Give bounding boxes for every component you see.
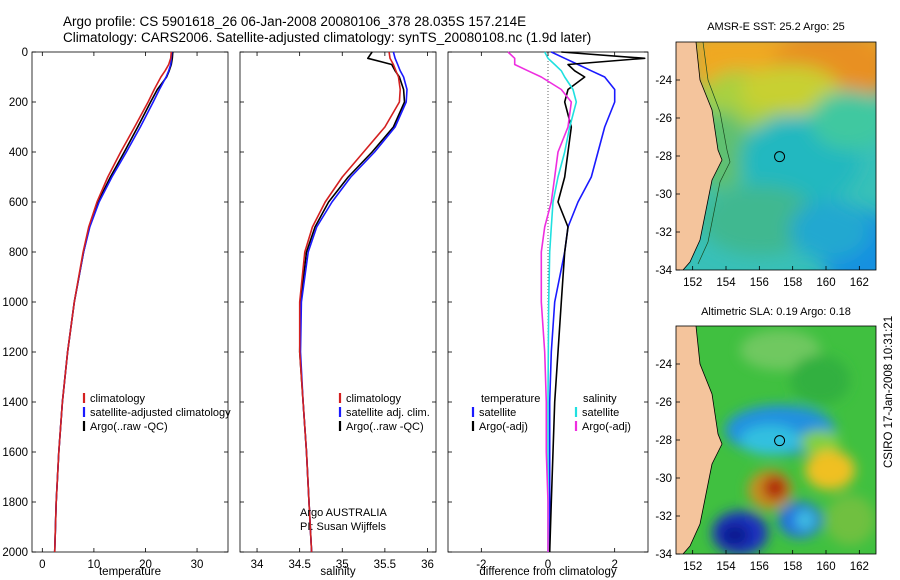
map-x-tick-label: 160 — [816, 561, 835, 573]
x-tick-label: 2 — [611, 559, 617, 571]
legend-entry: satellite adj. clim. — [346, 407, 430, 419]
temperature-profile-frame — [31, 51, 229, 553]
series-line-climatology — [298, 51, 401, 553]
series-line-climatology — [53, 51, 173, 553]
map-x-tick-label: 156 — [750, 561, 769, 573]
legend-entry: Argo(-adj) — [582, 421, 631, 433]
series-line-satellite — [548, 51, 616, 552]
salinity-panel: 34 34.5 35 35.5 36 salinity climatology satelli… — [239, 51, 437, 578]
map-x-tick-label: 154 — [716, 561, 736, 573]
y-tick-label: 800 — [9, 247, 28, 259]
map-y-tick-label: -30 — [655, 473, 672, 485]
argo-position-marker — [774, 151, 786, 163]
map-x-tick-label: 162 — [850, 561, 869, 573]
map-y-tick-label: -32 — [655, 227, 672, 239]
x-tick-label: 0 — [39, 559, 45, 571]
map-y-tick-label: -30 — [655, 189, 672, 201]
legend-entry: satellite-adjusted climatology — [90, 407, 231, 419]
credit-stamp: CSIRO 17-Jan-2008 10:31:21 — [883, 316, 895, 468]
x-tick-label: 35.5 — [374, 559, 396, 571]
sla-map-axes: 152 154 156 158 160 162 -24 -26 -28 -30 -32 -34 — [655, 359, 869, 573]
x-tick-label: 10 — [87, 559, 100, 571]
y-tick-label: 600 — [9, 197, 28, 209]
legend-entry: satellite — [582, 407, 619, 419]
sst-map-axes: 152 154 156 158 160 162 -24 -26 -28 -30 -32 -34 — [655, 75, 869, 289]
y-tick-label: 1400 — [2, 397, 28, 409]
x-axis-label: temperature — [99, 566, 161, 578]
argo-position-marker — [774, 435, 786, 447]
legend-entry: climatology — [90, 393, 146, 405]
legend-entry: Argo(..raw -QC) — [346, 421, 424, 433]
legend-entry: salinity — [583, 393, 617, 405]
legend-entry: satellite — [479, 407, 516, 419]
map-y-tick-label: -24 — [655, 359, 672, 371]
y-tick-label: 200 — [9, 97, 28, 109]
sla-map — [676, 326, 876, 554]
map-y-tick-label: -34 — [655, 549, 672, 561]
sst-map — [676, 42, 876, 270]
map-y-tick-label: -24 — [655, 75, 672, 87]
map-x-tick-label: 152 — [683, 561, 702, 573]
y-tick-label: 0 — [22, 47, 28, 59]
map-x-tick-label: 152 — [683, 277, 702, 289]
x-tick-label: 34 — [251, 559, 264, 571]
map-y-tick-label: -26 — [655, 113, 672, 125]
credit-pi: PI: Susan Wijffels — [300, 521, 386, 533]
map-x-tick-label: 158 — [783, 277, 802, 289]
legend-entry: Argo(-adj) — [479, 421, 528, 433]
credit-agency: Argo AUSTRALIA — [300, 507, 387, 519]
header-line1: Argo profile: CS 5901618_26 06-Jan-2008 … — [63, 14, 526, 29]
x-tick-label: 34.5 — [288, 559, 310, 571]
x-tick-label: 30 — [191, 559, 204, 571]
series-line-argo--adj- — [507, 51, 573, 552]
y-tick-label: 1000 — [2, 297, 28, 309]
x-axis-label: difference from climatology — [479, 566, 616, 578]
map-y-tick-label: -28 — [655, 435, 672, 447]
y-tick-label: 1600 — [2, 447, 28, 459]
series-line-satellite — [543, 51, 578, 552]
legend-entry: Argo(..raw -QC) — [90, 421, 168, 433]
map-y-tick-label: -34 — [655, 265, 672, 277]
map-x-tick-label: 158 — [783, 561, 802, 573]
map-y-tick-label: -26 — [655, 397, 672, 409]
x-tick-label: 35 — [336, 559, 349, 571]
x-axis-label: salinity — [320, 566, 355, 578]
sst-map-title: AMSR-E SST: 25.2 Argo: 25 — [707, 21, 845, 33]
map-x-tick-label: 154 — [716, 277, 736, 289]
y-tick-label: 1800 — [2, 497, 28, 509]
y-tick-label: 2000 — [2, 547, 28, 559]
map-x-tick-label: 156 — [750, 277, 769, 289]
x-tick-label: 0 — [545, 559, 551, 571]
map-y-tick-label: -32 — [655, 511, 672, 523]
header-line2: Climatology: CARS2006. Satellite-adjuste… — [63, 30, 591, 45]
x-tick-label: -2 — [476, 559, 486, 571]
x-tick-label: 20 — [139, 559, 152, 571]
sla-map-title: Altimetric SLA: 0.19 Argo: 0.18 — [701, 306, 851, 318]
coastline-land — [676, 42, 722, 270]
map-x-tick-label: 160 — [816, 277, 835, 289]
y-tick-label: 1200 — [2, 347, 28, 359]
salinity-profile-frame — [239, 51, 437, 553]
temperature-panel: 0 10 20 30 temperature 0 200 400 600 800 1000 1200 1… — [2, 47, 231, 578]
y-tick-label: 400 — [9, 147, 28, 159]
map-x-tick-label: 162 — [850, 277, 869, 289]
map-y-tick-label: -28 — [655, 151, 672, 163]
x-tick-label: 36 — [421, 559, 434, 571]
legend-entry: climatology — [346, 393, 402, 405]
legend-entry: temperature — [481, 393, 540, 405]
series-line-argo--adj- — [548, 51, 646, 553]
